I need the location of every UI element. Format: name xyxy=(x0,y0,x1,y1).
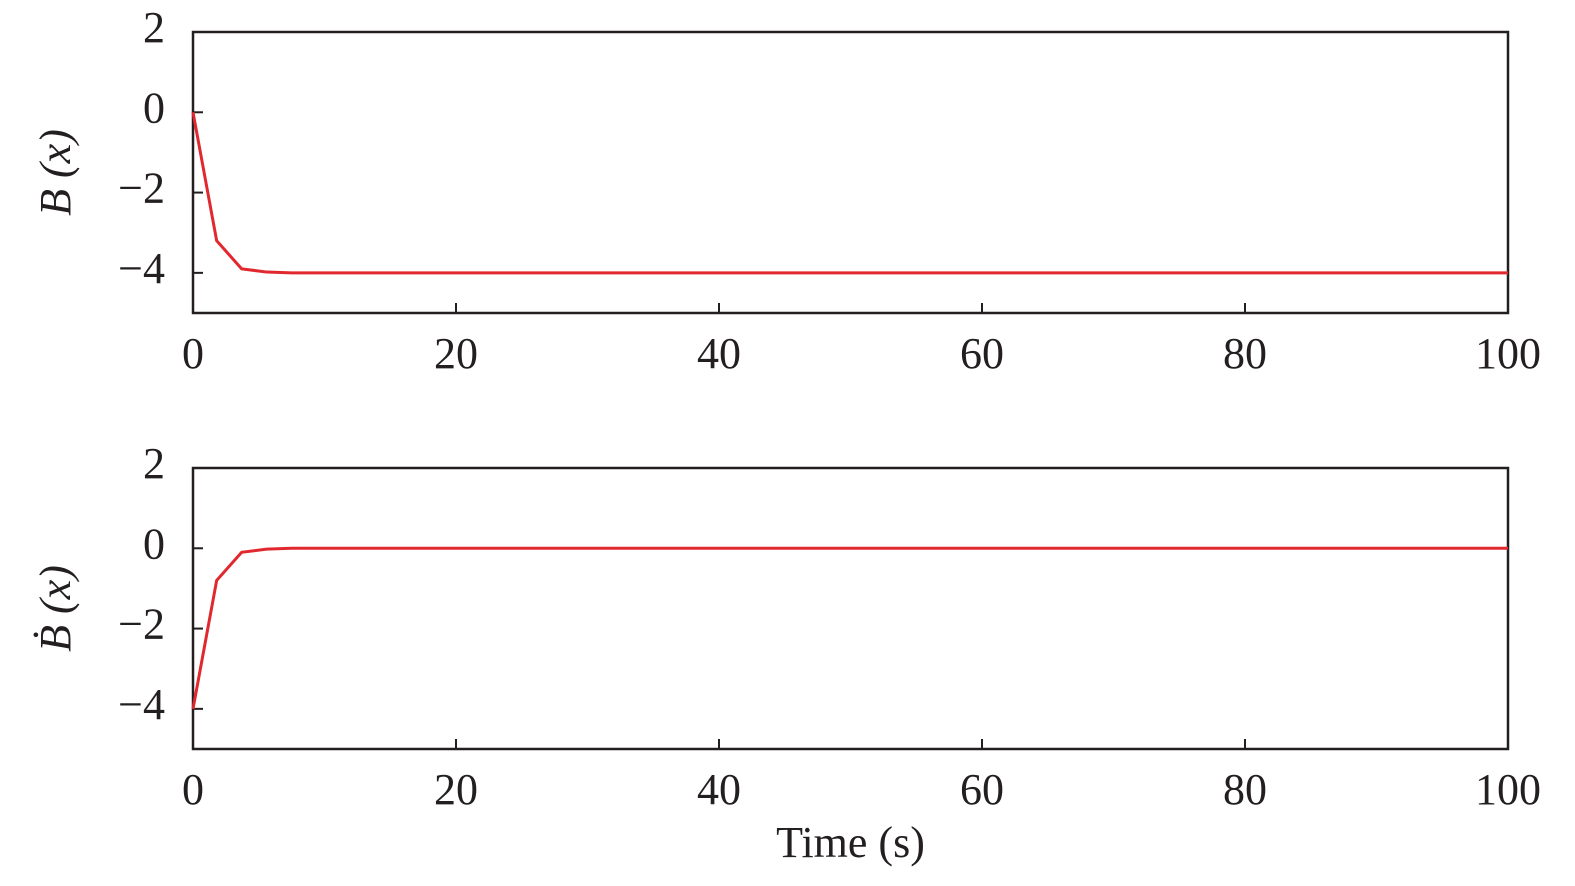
data-line xyxy=(191,546,1508,710)
x-tick-label: 100 xyxy=(1475,329,1541,378)
x-tick-label: 100 xyxy=(1475,765,1541,814)
x-tick-label: 60 xyxy=(960,765,1004,814)
x-tick-label: 0 xyxy=(182,329,204,378)
data-line xyxy=(191,112,1508,275)
x-axis-label: Time (s) xyxy=(776,818,925,867)
x-tick-label: 80 xyxy=(1223,765,1267,814)
plot-frame xyxy=(191,30,1510,315)
y-tick-label: −4 xyxy=(118,244,165,293)
x-tick-label: 60 xyxy=(960,329,1004,378)
y-tick-label: 0 xyxy=(143,519,165,568)
x-tick-label: 80 xyxy=(1223,329,1267,378)
y-tick-label: −2 xyxy=(118,600,165,649)
y-tick-label: 2 xyxy=(143,439,165,488)
x-tick-label: 0 xyxy=(182,765,204,814)
plot-frame xyxy=(191,466,1510,751)
x-tick-label: 20 xyxy=(434,765,478,814)
y-tick-label: 0 xyxy=(143,83,165,132)
x-tick-label: 40 xyxy=(697,329,741,378)
y-tick-label: −4 xyxy=(118,680,165,729)
x-tick-label: 40 xyxy=(697,765,741,814)
y-tick-label: −2 xyxy=(118,164,165,213)
y-tick-label: 2 xyxy=(143,3,165,52)
x-tick-label: 20 xyxy=(434,329,478,378)
y-axis-label: B (x) xyxy=(31,129,80,216)
y-axis-label: Ḃ (x) xyxy=(31,565,80,652)
